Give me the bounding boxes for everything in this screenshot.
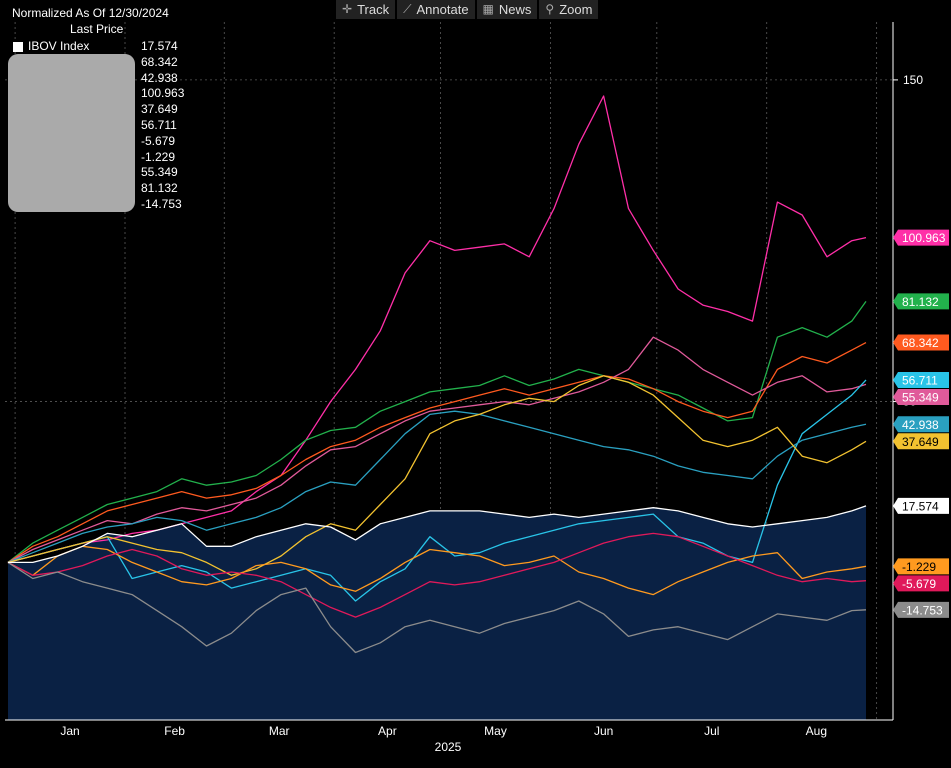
series-line	[7, 561, 867, 654]
legend-subheader: Last Price	[70, 22, 124, 36]
last-price-label: -5.679	[902, 577, 936, 591]
series-line	[7, 532, 867, 618]
redacted-legend-block	[8, 54, 135, 212]
legend-header: Normalized As Of 12/30/2024	[12, 6, 169, 20]
x-tick-label: Jun	[594, 724, 613, 738]
zoom-button[interactable]: ⚲ Zoom	[539, 0, 599, 19]
legend-value: -1.229	[141, 149, 176, 164]
last-price-label: 17.574	[902, 499, 939, 513]
legend-ibov-label: IBOV Index	[28, 39, 90, 53]
track-label: Track	[357, 2, 390, 17]
series-line	[8, 505, 867, 564]
last-price-tag	[893, 575, 949, 592]
last-price-label: 42.938	[902, 418, 939, 432]
zoom-label: Zoom	[559, 2, 593, 17]
last-price-label: 56.711	[902, 373, 938, 387]
last-price-tag	[893, 334, 949, 351]
last-price-tag	[893, 433, 949, 450]
last-price-tag	[893, 371, 949, 388]
news-button[interactable]: ▦ News	[476, 0, 538, 19]
legend-value: -14.753	[141, 196, 182, 211]
series-line	[7, 95, 867, 564]
legend-value: 100.963	[141, 86, 185, 101]
legend-value: 37.649	[141, 102, 178, 117]
last-price-label: -14.753	[902, 603, 943, 617]
last-price-tag	[893, 416, 949, 433]
track-button[interactable]: ✛ Track	[336, 0, 396, 19]
last-price-tag	[893, 497, 949, 514]
legend-value: 56.711	[141, 117, 177, 132]
legend-values: 17.574 68.342 42.938 100.963 37.649 56.7…	[141, 39, 184, 213]
x-tick-label: Aug	[806, 724, 827, 738]
x-tick-label: Mar	[269, 724, 290, 738]
last-price-label: 68.342	[902, 336, 939, 350]
last-price-tag	[893, 388, 949, 405]
last-price-label: 81.132	[902, 295, 939, 309]
series-line	[7, 301, 867, 563]
last-price-label: 55.349	[902, 390, 939, 404]
series-line	[7, 342, 867, 563]
last-price-label: -1.229	[902, 560, 936, 574]
legend-value: 81.132	[141, 181, 178, 196]
last-price-tag	[893, 601, 949, 618]
x-tick-label: Jan	[60, 724, 79, 738]
x-tick-label: Apr	[378, 724, 397, 738]
legend-value: 17.574	[141, 39, 178, 53]
x-tick-label: May	[484, 724, 507, 738]
series-line	[7, 545, 867, 596]
legend-value: 68.342	[141, 54, 178, 69]
x-tick-label: Jul	[704, 724, 719, 738]
chart-toolbar: ✛ Track ⟋ Annotate ▦ News ⚲ Zoom	[336, 0, 599, 19]
x-axis-label: 2025	[435, 740, 462, 754]
series-line	[7, 336, 867, 563]
last-price-tag	[893, 558, 949, 575]
legend-value: 42.938	[141, 70, 178, 85]
crosshair-icon: ✛	[342, 2, 353, 16]
annotate-button[interactable]: ⟋ Annotate	[397, 0, 475, 19]
legend-swatch	[13, 41, 23, 52]
annotate-label: Annotate	[416, 2, 469, 17]
legend-value: 55.349	[141, 165, 178, 180]
series-line	[7, 410, 867, 564]
legend-ibov-entry: IBOV Index	[13, 39, 89, 55]
last-price-label: 37.649	[902, 435, 939, 449]
ibov-area	[8, 505, 866, 720]
last-price-tag	[893, 293, 949, 310]
legend-value: -5.679	[141, 133, 176, 148]
series-line	[7, 375, 867, 576]
magnifier-icon: ⚲	[545, 2, 555, 16]
y-tick-label: 150	[903, 73, 923, 87]
x-tick-label: Feb	[164, 724, 185, 738]
pencil-icon: ⟋	[403, 2, 412, 16]
last-price-label: 100.963	[902, 231, 946, 245]
news-icon: ▦	[482, 2, 494, 16]
news-label: News	[498, 2, 532, 17]
last-price-tag	[893, 229, 949, 246]
